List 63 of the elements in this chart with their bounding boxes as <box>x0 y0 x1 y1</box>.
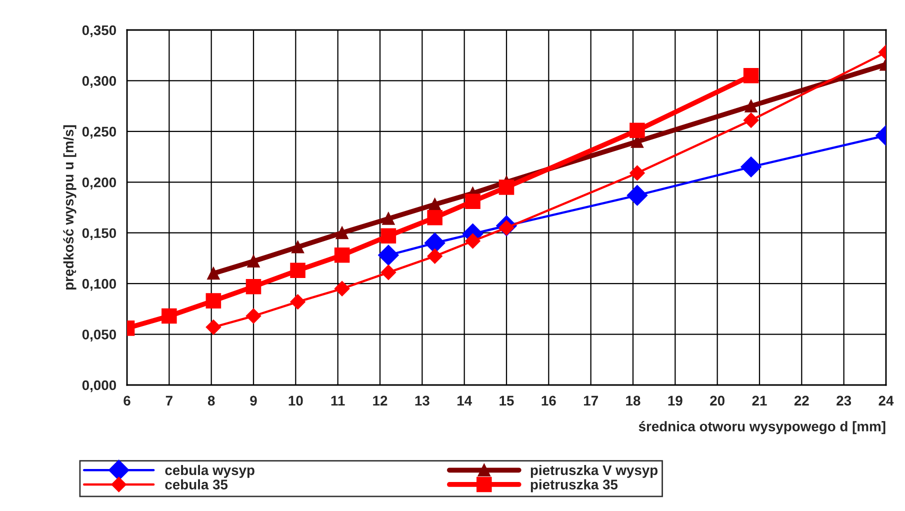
x-tick-label: 13 <box>415 396 430 406</box>
point <box>465 194 480 210</box>
x-tick-label: 15 <box>500 396 514 406</box>
point <box>743 112 759 128</box>
point <box>465 233 480 249</box>
x-tick-label: 6 <box>124 396 130 406</box>
x-tick-label: 9 <box>250 396 257 406</box>
legend-label: pietruszka V wysyp <box>530 464 658 478</box>
point <box>428 198 442 211</box>
y-tick-label: 0,350 <box>82 25 116 38</box>
point <box>334 248 350 263</box>
legend-label: cebula wysyp <box>165 464 254 478</box>
point <box>378 244 399 266</box>
point <box>380 228 396 244</box>
point <box>740 156 762 178</box>
x-tick-label: 24 <box>878 396 894 406</box>
x-tick-label: 20 <box>710 396 724 406</box>
y-tick-label: 0,200 <box>82 177 116 190</box>
x-tick-label: 19 <box>668 396 682 406</box>
x-axis-title: średnica otworu wysypowego d [mm] <box>638 421 886 434</box>
x-tick-label: 12 <box>373 396 388 406</box>
point <box>427 210 442 226</box>
point <box>334 281 350 296</box>
point <box>290 262 306 278</box>
y-tick-label: 0,250 <box>82 126 116 139</box>
x-tick-label: 21 <box>752 396 767 406</box>
y-tick-label: 0,050 <box>82 330 116 342</box>
point <box>626 185 648 206</box>
x-tick-label: 23 <box>836 396 852 406</box>
x-tick-label: 22 <box>794 396 809 406</box>
x-tick-label: 10 <box>288 396 303 406</box>
point <box>247 255 260 268</box>
point <box>162 308 177 324</box>
point <box>206 293 222 308</box>
y-axis-title: prędkość wysypu u [m/s] <box>63 125 76 290</box>
point <box>292 240 304 254</box>
y-tick-label: 0,300 <box>82 76 116 88</box>
point <box>336 226 348 240</box>
legend-label: cebula 35 <box>165 479 228 490</box>
x-tick-label: 11 <box>331 396 345 406</box>
y-tick-label: 0,000 <box>82 380 116 392</box>
point <box>207 267 220 280</box>
point <box>743 68 759 84</box>
point <box>427 248 442 264</box>
x-tick-label: 17 <box>584 396 598 406</box>
x-tick-label: 16 <box>542 396 556 406</box>
point <box>498 180 514 195</box>
point <box>744 100 758 112</box>
point <box>206 320 222 335</box>
y-tick-label: 0,100 <box>82 278 116 291</box>
point <box>380 264 396 280</box>
x-tick-label: 7 <box>166 396 172 406</box>
legend-label: pietruszka 35 <box>530 479 618 492</box>
y-tick-label: 0,150 <box>82 228 116 240</box>
x-tick-label: 8 <box>208 396 215 406</box>
point <box>246 278 262 294</box>
point <box>630 122 645 138</box>
x-tick-label: 14 <box>457 396 472 406</box>
point <box>630 165 645 181</box>
point <box>290 294 306 310</box>
point <box>382 212 395 225</box>
point <box>246 308 262 324</box>
x-tick-label: 18 <box>626 396 640 406</box>
